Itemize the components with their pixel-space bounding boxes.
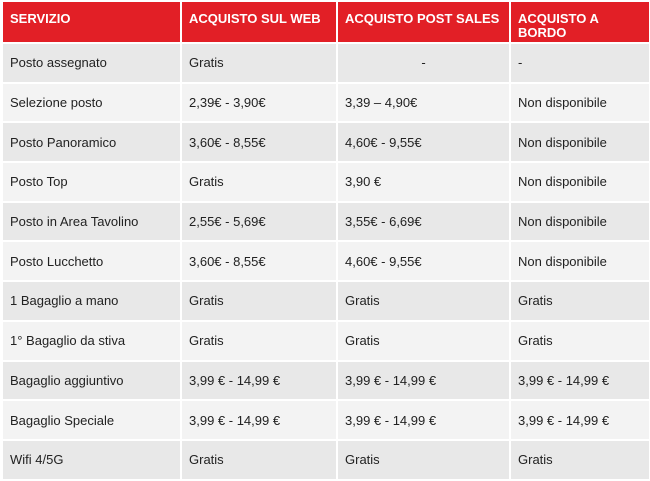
- web-price: 2,39€ - 3,90€: [180, 81, 338, 124]
- web-price: Gratis: [180, 161, 338, 203]
- table-header: SERVIZIO ACQUISTO SUL WEB ACQUISTO POST …: [1, 0, 650, 44]
- onboard-price: 3,99 € - 14,99 €: [509, 399, 650, 441]
- table-row: Posto assegnato Gratis - -: [1, 42, 650, 84]
- web-price: 3,99 € - 14,99 €: [180, 399, 338, 441]
- table-row: Posto Top Gratis 3,90 € Non disponibile: [1, 161, 650, 203]
- service-name: Wifi 4/5G: [1, 438, 182, 481]
- post-sales-price: 4,60€ - 9,55€: [336, 121, 511, 164]
- web-price: 2,55€ - 5,69€: [180, 200, 338, 243]
- onboard-price: Gratis: [509, 438, 650, 481]
- header-acquisto-post-sales: ACQUISTO POST SALES: [336, 0, 511, 44]
- service-name: Bagaglio aggiuntivo: [1, 359, 182, 402]
- web-price: Gratis: [180, 319, 338, 362]
- web-price: 3,60€ - 8,55€: [180, 240, 338, 283]
- table-row: Posto in Area Tavolino 2,55€ - 5,69€ 3,5…: [1, 200, 650, 243]
- header-servizio: SERVIZIO: [1, 0, 182, 44]
- onboard-price: Non disponibile: [509, 240, 650, 283]
- web-price: 3,99 € - 14,99 €: [180, 359, 338, 402]
- onboard-price: Non disponibile: [509, 121, 650, 164]
- post-sales-price: 4,60€ - 9,55€: [336, 240, 511, 283]
- service-name: Posto assegnato: [1, 42, 182, 84]
- onboard-price: Non disponibile: [509, 200, 650, 243]
- post-sales-price: -: [336, 42, 511, 84]
- header-acquisto-web: ACQUISTO SUL WEB: [180, 0, 338, 44]
- onboard-price: -: [509, 42, 650, 84]
- onboard-price: Non disponibile: [509, 81, 650, 124]
- web-price: Gratis: [180, 42, 338, 84]
- web-price: 3,60€ - 8,55€: [180, 121, 338, 164]
- post-sales-price: Gratis: [336, 280, 511, 322]
- web-price: Gratis: [180, 438, 338, 481]
- post-sales-price: Gratis: [336, 438, 511, 481]
- header-row: SERVIZIO ACQUISTO SUL WEB ACQUISTO POST …: [1, 0, 650, 44]
- post-sales-price: 3,55€ - 6,69€: [336, 200, 511, 243]
- header-acquisto-bordo: ACQUISTO A BORDO: [509, 0, 650, 44]
- service-name: Posto Top: [1, 161, 182, 203]
- post-sales-price: 3,39 – 4,90€: [336, 81, 511, 124]
- service-name: Bagaglio Speciale: [1, 399, 182, 441]
- table-row: Wifi 4/5G Gratis Gratis Gratis: [1, 438, 650, 481]
- service-name: Selezione posto: [1, 81, 182, 124]
- table-row: Bagaglio aggiuntivo 3,99 € - 14,99 € 3,9…: [1, 359, 650, 402]
- web-price: Gratis: [180, 280, 338, 322]
- onboard-price: Non disponibile: [509, 161, 650, 203]
- service-name: Posto in Area Tavolino: [1, 200, 182, 243]
- post-sales-price: 3,90 €: [336, 161, 511, 203]
- service-name: Posto Panoramico: [1, 121, 182, 164]
- table-row: Posto Lucchetto 3,60€ - 8,55€ 4,60€ - 9,…: [1, 240, 650, 283]
- table-row: 1° Bagaglio da stiva Gratis Gratis Grati…: [1, 319, 650, 362]
- onboard-price: Gratis: [509, 280, 650, 322]
- post-sales-price: 3,99 € - 14,99 €: [336, 399, 511, 441]
- service-name: 1° Bagaglio da stiva: [1, 319, 182, 362]
- table-body: Posto assegnato Gratis - - Selezione pos…: [1, 42, 650, 481]
- post-sales-price: 3,99 € - 14,99 €: [336, 359, 511, 402]
- table-row: Bagaglio Speciale 3,99 € - 14,99 € 3,99 …: [1, 399, 650, 441]
- table-row: 1 Bagaglio a mano Gratis Gratis Gratis: [1, 280, 650, 322]
- service-name: 1 Bagaglio a mano: [1, 280, 182, 322]
- onboard-price: 3,99 € - 14,99 €: [509, 359, 650, 402]
- table-row: Selezione posto 2,39€ - 3,90€ 3,39 – 4,9…: [1, 81, 650, 124]
- post-sales-price: Gratis: [336, 319, 511, 362]
- service-name: Posto Lucchetto: [1, 240, 182, 283]
- table-row: Posto Panoramico 3,60€ - 8,55€ 4,60€ - 9…: [1, 121, 650, 164]
- onboard-price: Gratis: [509, 319, 650, 362]
